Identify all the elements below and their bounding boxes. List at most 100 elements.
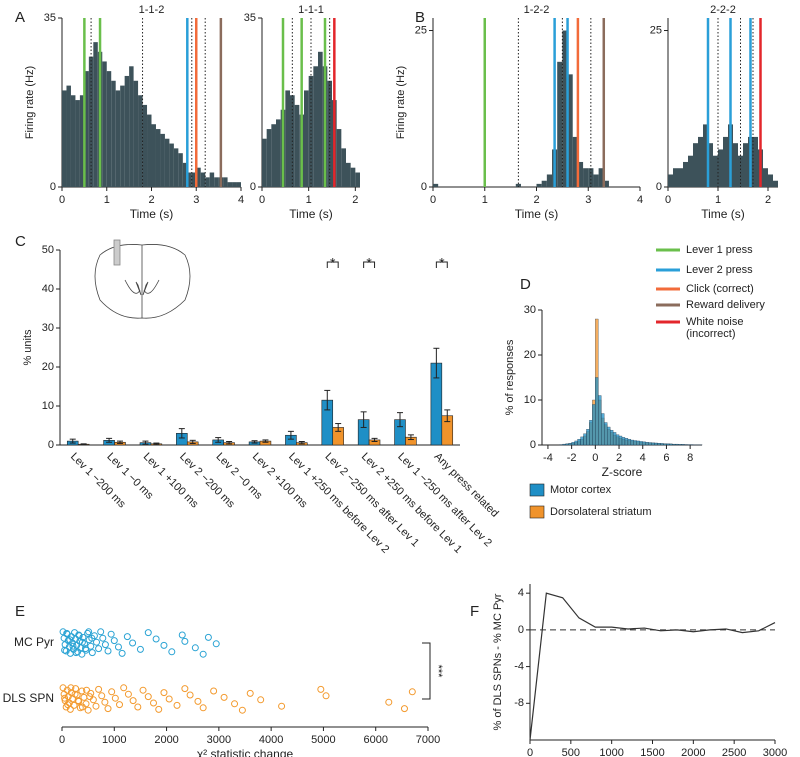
brain-diagram xyxy=(94,239,191,319)
histogram-bar xyxy=(75,100,80,187)
x-tick-label: 1000 xyxy=(599,747,623,757)
panel-label: F xyxy=(470,603,479,620)
histogram-bar xyxy=(232,182,237,187)
histogram-bar xyxy=(223,177,228,187)
y-axis-label: % units xyxy=(22,329,34,366)
point xyxy=(238,706,246,714)
point xyxy=(78,703,86,711)
point xyxy=(168,648,176,656)
x-tick-label: 4 xyxy=(238,194,244,206)
histogram-bar xyxy=(648,442,652,446)
y-axis-label: % of responses xyxy=(504,339,516,415)
point xyxy=(123,633,131,641)
point xyxy=(231,700,239,708)
histogram-bar xyxy=(196,167,201,187)
panel-label: E xyxy=(15,603,25,620)
histogram-bar xyxy=(660,443,664,446)
histogram-bar xyxy=(106,71,112,187)
point xyxy=(118,649,126,657)
panel-label: C xyxy=(15,233,26,250)
histogram-bar xyxy=(350,167,356,187)
y-tick-label: DLS SPN xyxy=(3,691,54,705)
point xyxy=(67,689,75,697)
histogram-bar xyxy=(768,174,773,187)
x-tick-label: 1000 xyxy=(102,734,126,746)
y-tick-label: 25 xyxy=(415,24,427,36)
point xyxy=(95,645,103,653)
point xyxy=(83,686,91,694)
x-tick-label: 0 xyxy=(430,194,436,206)
point xyxy=(80,693,88,701)
x-tick-label: 6000 xyxy=(363,734,387,746)
point xyxy=(212,640,220,648)
legend-label: Motor cortex xyxy=(550,484,612,496)
y-tick-label: 0 xyxy=(250,181,256,193)
histogram-bar xyxy=(133,80,139,187)
point xyxy=(220,693,228,701)
histogram-bar xyxy=(678,444,682,446)
histogram-bar xyxy=(572,136,578,187)
histogram-bar xyxy=(651,442,655,446)
histogram-bar xyxy=(592,404,596,446)
x-tick-label: 1 xyxy=(715,194,721,206)
x-tick-label: -2 xyxy=(567,452,577,464)
histogram-bar xyxy=(708,143,713,187)
point xyxy=(136,645,144,653)
x-tick-label: 0 xyxy=(59,194,65,206)
y-tick-label: -8 xyxy=(514,697,524,709)
point xyxy=(400,705,408,713)
panel-label: D xyxy=(520,276,531,293)
histogram-bar xyxy=(346,162,351,187)
histogram-bar xyxy=(703,124,708,187)
point xyxy=(155,705,163,713)
histogram-bar xyxy=(164,138,170,187)
legend-label: Lever 1 press xyxy=(686,244,753,256)
point xyxy=(278,702,286,710)
chart-title: 1-1-2 xyxy=(139,4,165,16)
histogram-bar xyxy=(693,143,698,187)
y-tick-label: -4 xyxy=(514,660,524,672)
point xyxy=(181,685,189,693)
histogram-bar xyxy=(583,168,589,187)
significance-bracket xyxy=(326,261,339,268)
histogram-bar xyxy=(557,61,563,187)
histogram-bar xyxy=(318,51,323,187)
point xyxy=(97,628,105,636)
histogram-bar xyxy=(624,438,629,446)
x-tick-label: 7000 xyxy=(416,734,440,746)
histogram-bar xyxy=(675,443,679,446)
histogram-bar xyxy=(583,433,587,446)
histogram-bar xyxy=(574,440,578,446)
legend-label: Reward delivery xyxy=(686,299,765,311)
y-tick-label: 0 xyxy=(421,181,427,193)
histogram-bar xyxy=(147,114,152,187)
legend-label: Lever 2 press xyxy=(686,264,753,276)
point xyxy=(199,704,207,712)
y-tick-label: 40 xyxy=(42,283,54,295)
point xyxy=(134,703,142,711)
histogram-bar xyxy=(562,30,568,187)
point xyxy=(88,634,96,642)
histogram-bar xyxy=(678,168,683,187)
y-axis-label: Firing rate (Hz) xyxy=(395,66,407,139)
histogram-bar xyxy=(88,56,94,187)
point xyxy=(199,650,207,658)
histogram-bar xyxy=(178,153,183,187)
x-tick-label: 2 xyxy=(148,194,154,206)
x-tick-label: Any press related xyxy=(432,451,501,520)
histogram-bar xyxy=(586,429,590,446)
x-tick-label: 2500 xyxy=(722,747,746,757)
histogram-bar xyxy=(733,143,738,187)
histogram-bar xyxy=(138,95,143,187)
y-tick-label: 25 xyxy=(650,24,662,36)
point xyxy=(104,647,112,655)
point xyxy=(160,641,168,649)
legend-label: Click (correct) xyxy=(686,283,754,295)
x-tick-label: 0 xyxy=(592,452,598,464)
chart-title: 1-1-1 xyxy=(298,4,324,16)
y-tick-label: 20 xyxy=(42,361,54,373)
histogram-bar xyxy=(673,168,678,187)
significance-label: *** xyxy=(432,665,444,679)
y-tick-label: 20 xyxy=(524,349,536,361)
point xyxy=(178,631,186,639)
